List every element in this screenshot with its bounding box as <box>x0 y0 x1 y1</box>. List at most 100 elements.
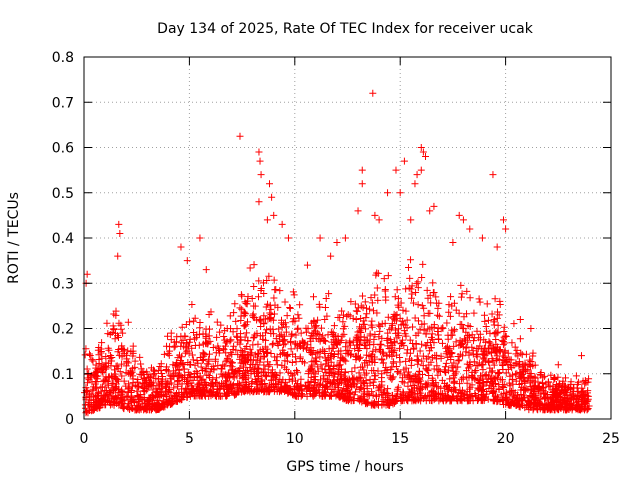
data-point <box>475 385 483 393</box>
data-point <box>384 313 392 321</box>
data-point <box>271 373 279 381</box>
data-point <box>206 368 214 376</box>
data-point <box>157 360 165 368</box>
data-point <box>284 368 292 376</box>
data-point <box>207 308 215 316</box>
data-point <box>510 320 518 328</box>
data-point <box>456 350 464 358</box>
data-point <box>241 309 249 317</box>
data-point <box>470 334 478 342</box>
data-point <box>211 355 219 363</box>
data-point <box>396 358 404 366</box>
data-point <box>492 392 500 400</box>
data-point <box>274 303 282 311</box>
data-point <box>264 362 272 370</box>
data-point <box>360 341 368 349</box>
data-point <box>405 393 413 401</box>
data-point <box>489 389 497 397</box>
data-point <box>156 392 164 400</box>
data-point <box>178 323 186 331</box>
data-point <box>470 309 478 317</box>
data-point <box>269 340 277 348</box>
data-point <box>290 291 298 299</box>
data-point <box>548 393 556 401</box>
data-point <box>366 305 374 313</box>
data-point <box>463 379 471 387</box>
data-point <box>493 352 501 360</box>
data-point <box>196 324 204 332</box>
data-point <box>110 325 118 333</box>
data-point <box>551 375 559 383</box>
data-point <box>237 359 245 367</box>
data-point <box>198 388 206 396</box>
data-point <box>327 379 335 387</box>
data-point <box>400 379 408 387</box>
data-point <box>562 401 570 409</box>
data-point <box>445 301 453 309</box>
data-point <box>205 374 213 382</box>
data-point <box>419 148 427 156</box>
data-point <box>426 396 434 404</box>
data-point <box>298 391 306 399</box>
data-point <box>340 311 348 319</box>
data-point <box>368 317 376 325</box>
data-point <box>424 309 432 317</box>
data-point <box>220 332 228 340</box>
data-point <box>473 345 481 353</box>
data-point <box>384 189 392 197</box>
data-point <box>188 301 196 309</box>
data-point <box>365 338 373 346</box>
data-point <box>210 366 218 374</box>
data-point <box>283 312 291 320</box>
data-point <box>400 157 408 165</box>
data-point <box>222 378 230 386</box>
data-point <box>496 345 504 353</box>
data-point <box>179 361 187 369</box>
data-point <box>248 294 256 302</box>
data-point <box>357 374 365 382</box>
data-point <box>269 372 277 380</box>
data-point <box>395 303 403 311</box>
data-point <box>457 281 465 289</box>
data-point <box>516 335 524 343</box>
data-point <box>511 343 519 351</box>
data-point <box>263 216 271 224</box>
data-point <box>99 368 107 376</box>
data-point <box>507 387 515 395</box>
data-point <box>106 388 114 396</box>
data-point <box>331 383 339 391</box>
data-point <box>276 287 284 295</box>
data-point <box>512 359 520 367</box>
data-point <box>217 321 225 329</box>
data-point <box>373 284 381 292</box>
data-point <box>448 331 456 339</box>
data-point <box>249 341 257 349</box>
data-point <box>278 331 286 339</box>
data-point <box>242 354 250 362</box>
data-point <box>95 360 103 368</box>
data-point <box>464 322 472 330</box>
data-point <box>517 391 525 399</box>
data-point <box>490 316 498 324</box>
data-point <box>358 180 366 188</box>
data-point <box>369 89 377 97</box>
data-point <box>86 350 94 358</box>
data-point <box>428 323 436 331</box>
data-point <box>384 272 392 280</box>
data-point <box>119 329 127 337</box>
data-point <box>541 372 549 380</box>
data-point <box>83 370 91 378</box>
data-point <box>488 367 496 375</box>
data-point <box>245 386 253 394</box>
data-point <box>409 377 417 385</box>
data-point <box>272 335 280 343</box>
data-point <box>349 397 357 405</box>
data-point <box>353 307 361 315</box>
data-point <box>520 385 528 393</box>
data-point <box>164 332 172 340</box>
data-point <box>455 356 463 364</box>
data-point <box>266 325 274 333</box>
data-point <box>308 329 316 337</box>
data-point <box>341 322 349 330</box>
data-point <box>262 303 270 311</box>
